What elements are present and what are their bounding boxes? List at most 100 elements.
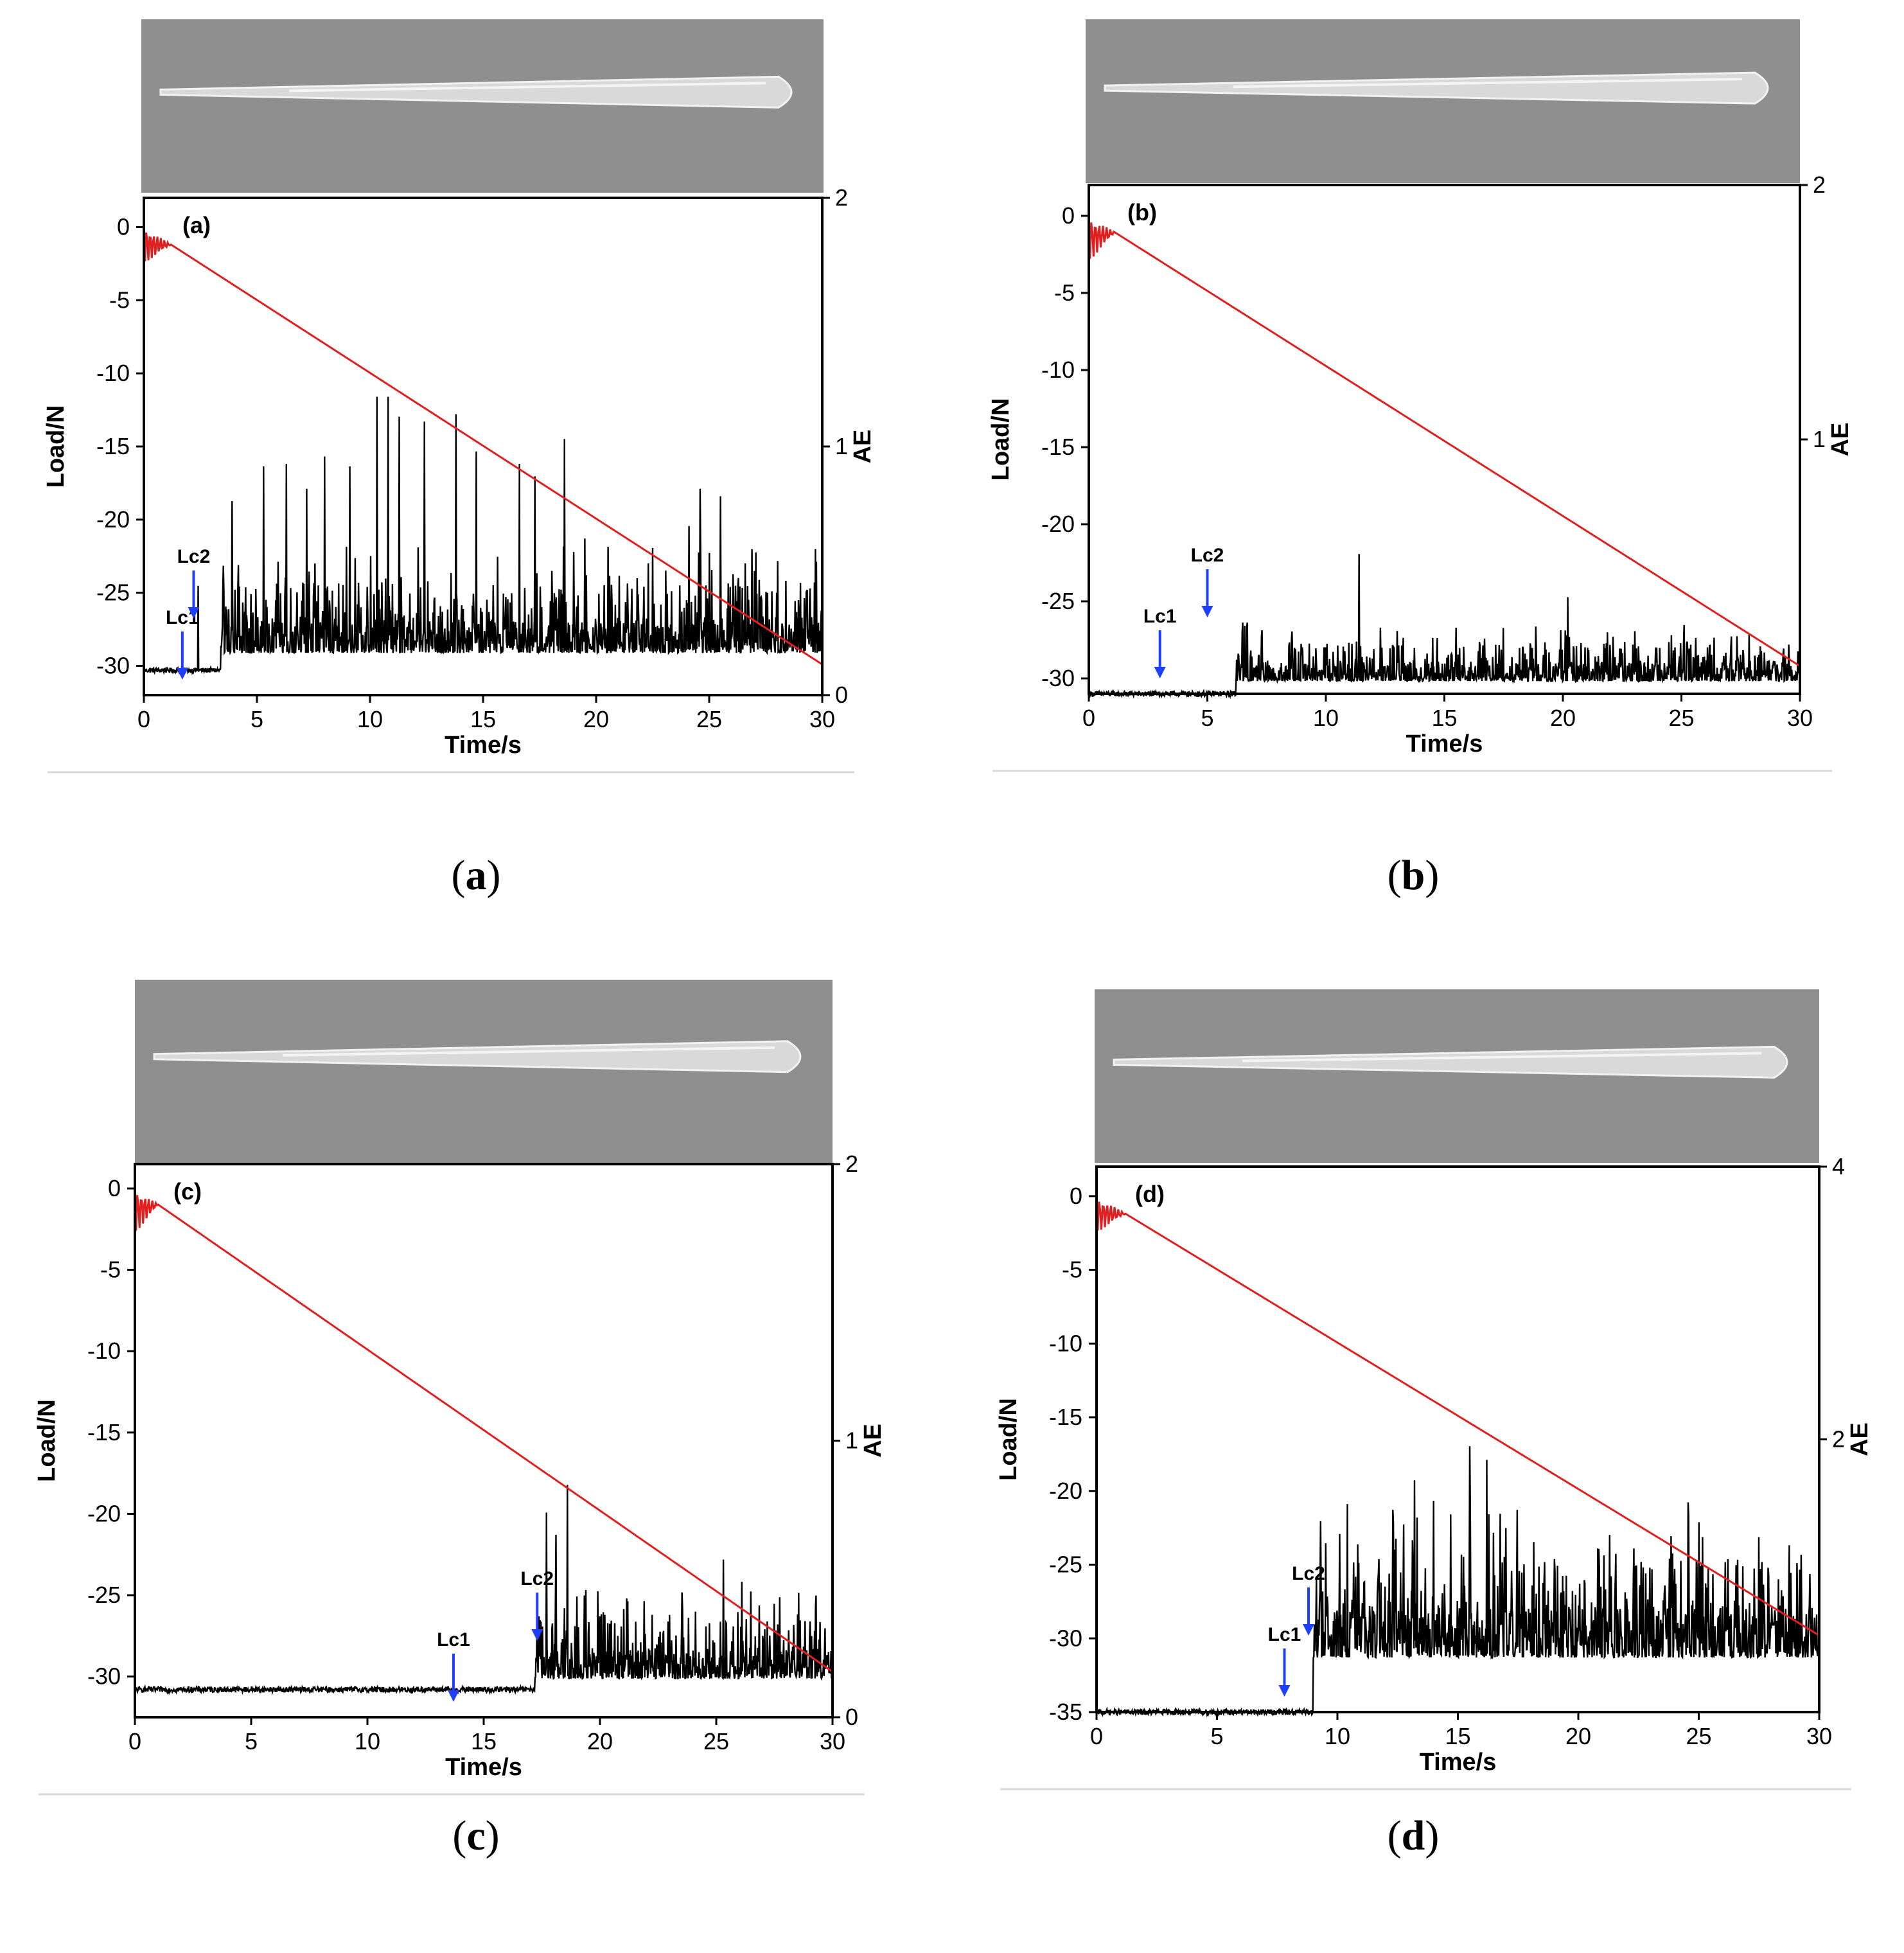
x-tick-label: 25 [696, 706, 722, 732]
scratch-highlight [288, 82, 766, 93]
y-left-tick-label: -5 [109, 287, 130, 313]
y-right-axis-label: AE [1827, 423, 1854, 457]
marker-label: Lc1 [1268, 1624, 1301, 1645]
panel-tag: (a) [182, 212, 211, 238]
y-left-tick-label: -25 [96, 579, 130, 606]
y-left-tick-label: -25 [87, 1582, 121, 1608]
y-left-tick-label: -35 [1049, 1699, 1082, 1725]
y-left-tick-label: -30 [96, 652, 130, 678]
y-left-tick-label: 0 [117, 214, 130, 240]
y-left-tick-label: -10 [87, 1338, 121, 1364]
marker-label: Lc2 [177, 546, 211, 567]
y-left-axis-label: Load/N [995, 1398, 1022, 1481]
x-tick-label: 25 [1668, 705, 1694, 731]
marker-arrow-head [1278, 1685, 1291, 1697]
chart-a: 0 5 10 15 20 25 300-5-10-15-20-25-30012Time/sL… [42, 19, 876, 773]
y-right-axis-label: AE [849, 430, 876, 464]
y-left-tick-label: -5 [100, 1257, 121, 1283]
x-tick-label: 0 [1090, 1723, 1103, 1749]
caption-a: (a) [451, 852, 501, 899]
load-series-line [143, 232, 823, 666]
y-left-tick-label: -15 [96, 433, 130, 459]
ae-series-line [1095, 1446, 1820, 1718]
y-left-axis-label: Load/N [33, 1399, 60, 1482]
chart-d: 0 5 10 15 20 25 30 0 -5 -10 -15 -20 -25 -30 -35 2 4 Time/… [995, 989, 1873, 1790]
y-right-tick-label: 1 [1813, 426, 1826, 452]
y-left-tick-label: -20 [1049, 1478, 1082, 1504]
x-tick-label: 30 [820, 1728, 845, 1754]
panel-tag: (b) [1127, 199, 1157, 225]
panel-tag: (d) [1135, 1181, 1165, 1207]
x-axis-label: Time/s [1406, 730, 1483, 757]
ae-series-line [143, 396, 824, 676]
y-left-tick-label: 0 [1070, 1183, 1082, 1209]
sem-micrograph [1095, 989, 1819, 1163]
marker-arrow-head [1201, 606, 1213, 617]
x-tick-label: 5 [251, 706, 263, 732]
marker-arrow-head [1303, 1624, 1314, 1636]
x-axis-label: Time/s [445, 732, 522, 759]
y-left-tick-label: -15 [1041, 434, 1075, 460]
chart-b: 0 5 10 15 20 25 30 0 -5 -10 -15 -20 -25 -30 1 2 Time/s Lo… [987, 19, 1854, 772]
y-left-axis-label: Load/N [42, 405, 69, 488]
y-left-tick-label: -20 [87, 1500, 121, 1526]
x-tick-label: 15 [471, 1728, 497, 1754]
ae-series-line [134, 1485, 833, 1695]
panel-b: 0 5 10 15 20 25 30 0 -5 -10 -15 -20 -25 -30 1 2 Time/s Lo… [952, 0, 1904, 976]
y-right-tick-label: 1 [845, 1427, 858, 1454]
marker-label: Lc2 [1191, 545, 1224, 566]
caption-c: (c) [452, 1812, 500, 1859]
sem-micrograph [1086, 19, 1800, 183]
load-series-line [134, 1195, 833, 1673]
marker-arrow-head [531, 1629, 543, 1641]
x-tick-label: 10 [355, 1728, 380, 1754]
panel-a: 0 5 10 15 20 25 30 0 -5 -10 -15 -20 -25 -30 0 1 2 Time/s L… [0, 0, 952, 976]
y-left-tick-label: -25 [1041, 588, 1075, 614]
panel-c: 0 5 10 15 20 25 30 0 -5 -10 -15 -20 -25 -30 0 1 2 Time/s L… [0, 976, 952, 1953]
x-tick-label: 20 [587, 1728, 613, 1754]
y-right-tick-label: 0 [835, 682, 848, 708]
marker-arrow-head [188, 607, 200, 619]
y-left-tick-label: -30 [1041, 665, 1075, 691]
x-tick-label: 30 [809, 706, 835, 732]
y-right-tick-label: 2 [1832, 1426, 1845, 1453]
y-right-tick-label: 1 [835, 433, 848, 459]
x-tick-label: 20 [1565, 1723, 1591, 1749]
x-tick-label: 10 [1313, 705, 1339, 731]
x-tick-label: 15 [1431, 705, 1457, 731]
panel-d: 0 5 10 15 20 25 30 0 -5 -10 -15 -20 -25 -30 -35 2 4 Time/… [952, 976, 1904, 1953]
y-right-tick-label: 2 [835, 184, 848, 211]
x-tick-label: 5 [1201, 705, 1213, 731]
y-left-tick-label: -20 [96, 506, 130, 533]
marker-arrow-head [176, 668, 188, 680]
x-tick-label: 0 [1082, 705, 1095, 731]
x-tick-label: 10 [357, 706, 383, 732]
y-left-tick-label: -10 [1041, 357, 1075, 383]
scratch-highlight [1242, 1052, 1762, 1063]
y-right-tick-label: 4 [1832, 1153, 1845, 1180]
panel-tag: (c) [173, 1178, 202, 1205]
y-left-tick-label: -15 [1049, 1404, 1082, 1430]
plot-frame [1088, 184, 1801, 695]
marker-label: Lc1 [437, 1629, 470, 1650]
y-left-tick-label: -10 [96, 360, 130, 386]
y-left-tick-label: -5 [1054, 279, 1075, 306]
y-right-tick-label: 0 [845, 1704, 858, 1730]
x-tick-label: 25 [703, 1728, 729, 1754]
y-left-tick-label: -30 [1049, 1625, 1082, 1651]
scratch-highlight [1233, 78, 1743, 89]
x-tick-label: 25 [1686, 1723, 1711, 1749]
y-right-tick-label: 2 [845, 1151, 858, 1177]
marker-label: Lc2 [520, 1568, 554, 1589]
y-left-tick-label: -5 [1062, 1257, 1082, 1283]
plot-frame [134, 1163, 834, 1719]
x-tick-label: 15 [470, 706, 496, 732]
marker-arrow-head [447, 1690, 459, 1702]
y-left-tick-label: -25 [1049, 1551, 1082, 1578]
x-tick-label: 5 [1210, 1723, 1223, 1749]
load-series-line [1095, 1201, 1820, 1636]
sem-micrograph [141, 19, 824, 193]
y-right-tick-label: 2 [1813, 172, 1826, 198]
y-left-tick-label: 0 [108, 1175, 121, 1201]
x-tick-label: 15 [1445, 1723, 1470, 1749]
